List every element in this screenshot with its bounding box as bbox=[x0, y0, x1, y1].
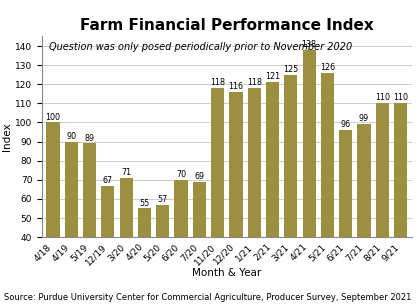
Bar bbox=[156, 205, 169, 304]
Bar bbox=[138, 209, 151, 304]
Text: 96: 96 bbox=[341, 120, 351, 129]
Bar bbox=[120, 178, 133, 304]
Text: 71: 71 bbox=[121, 168, 131, 177]
Bar bbox=[174, 180, 188, 304]
Text: 110: 110 bbox=[393, 93, 408, 102]
Bar bbox=[394, 103, 407, 304]
Bar bbox=[266, 82, 279, 304]
Text: 67: 67 bbox=[103, 176, 113, 185]
Bar bbox=[83, 143, 96, 304]
Text: 99: 99 bbox=[359, 114, 369, 123]
Bar bbox=[46, 123, 60, 304]
Text: 69: 69 bbox=[194, 172, 205, 181]
Bar bbox=[284, 75, 297, 304]
Bar bbox=[65, 142, 78, 304]
Text: 121: 121 bbox=[265, 72, 280, 81]
Bar bbox=[376, 103, 389, 304]
Text: 70: 70 bbox=[176, 170, 186, 179]
Bar bbox=[302, 50, 316, 304]
Text: Question was only posed periodically prior to November 2020: Question was only posed periodically pri… bbox=[50, 43, 353, 53]
Bar bbox=[321, 73, 334, 304]
Bar bbox=[211, 88, 224, 304]
Title: Farm Financial Performance Index: Farm Financial Performance Index bbox=[80, 18, 374, 33]
Bar bbox=[229, 92, 242, 304]
Bar bbox=[248, 88, 261, 304]
Bar bbox=[101, 185, 115, 304]
Text: 126: 126 bbox=[320, 63, 335, 72]
Bar bbox=[193, 182, 206, 304]
Text: 89: 89 bbox=[84, 133, 94, 143]
Text: 138: 138 bbox=[302, 40, 317, 49]
Text: Source: Purdue University Center for Commercial Agriculture, Producer Survey, Se: Source: Purdue University Center for Com… bbox=[4, 293, 412, 302]
Text: 116: 116 bbox=[228, 82, 244, 91]
Text: 118: 118 bbox=[210, 78, 225, 87]
Text: 100: 100 bbox=[45, 112, 60, 122]
Bar bbox=[339, 130, 352, 304]
Text: 118: 118 bbox=[247, 78, 262, 87]
Bar bbox=[357, 124, 370, 304]
Text: 110: 110 bbox=[375, 93, 390, 102]
X-axis label: Month & Year: Month & Year bbox=[192, 268, 261, 278]
Text: 90: 90 bbox=[66, 132, 76, 141]
Y-axis label: Index: Index bbox=[2, 123, 12, 151]
Text: 57: 57 bbox=[158, 195, 168, 204]
Text: 125: 125 bbox=[283, 65, 299, 74]
Text: 55: 55 bbox=[139, 199, 150, 208]
